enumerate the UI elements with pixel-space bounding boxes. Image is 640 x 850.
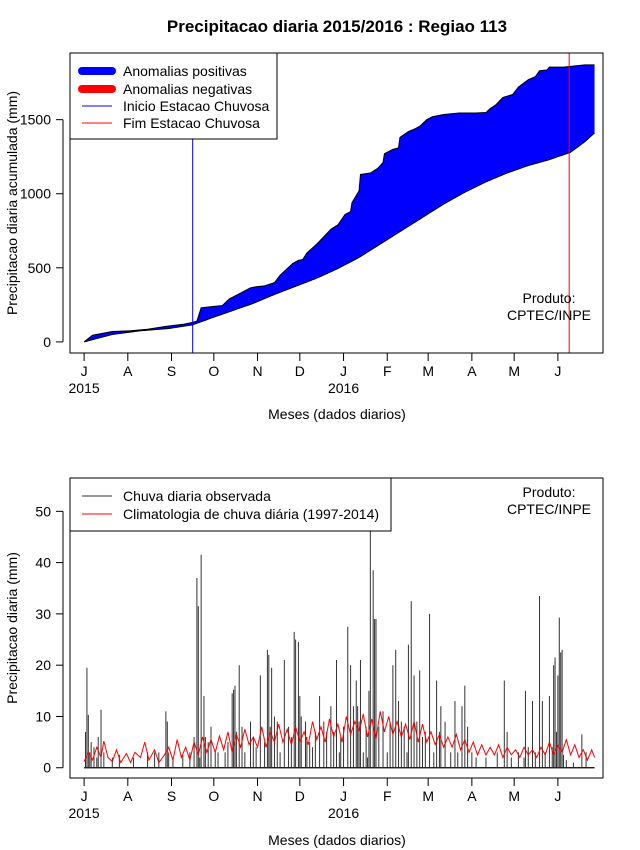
- chart2-year-label: 2016: [328, 805, 359, 821]
- chart1-y-tick-label: 0: [43, 334, 51, 350]
- chart2-x-tick-label: A: [467, 788, 477, 804]
- chart1-x-tick-label: S: [167, 363, 176, 379]
- chart1-y-axis: 0 500 1000 1500: [20, 112, 64, 350]
- chart2-y-tick-label: 50: [35, 503, 51, 519]
- chart2-x-tick-label: J: [81, 788, 88, 804]
- chart2-y-tick-label: 30: [35, 606, 51, 622]
- chart1-x-tick-label: J: [81, 363, 88, 379]
- chart2-y-tick-label: 10: [35, 708, 51, 724]
- positive-anomaly-area: [84, 64, 595, 342]
- chart1-x-tick-label: M: [508, 363, 520, 379]
- observed-accumulated-line: [83, 64, 595, 343]
- chart2-y-axis: 0 10 20 30 40 50: [35, 503, 64, 776]
- chart2-x-tick-label: N: [252, 788, 262, 804]
- chart1-y-tick-label: 1500: [20, 112, 51, 128]
- legend-label-season-start: Inicio Estacao Chuvosa: [123, 98, 270, 114]
- chart2-credit-cptec: CPTEC/INPE: [507, 501, 591, 517]
- legend-label-positive-anomaly: Anomalias positivas: [123, 63, 247, 79]
- chart1-x-tick-label: J: [554, 363, 561, 379]
- chart1-credit-produto: Produto:: [523, 290, 576, 306]
- chart2-x-tick-label: J: [340, 788, 347, 804]
- legend-label-season-end: Fim Estacao Chuvosa: [123, 115, 260, 131]
- climatology-daily-line: [83, 711, 596, 764]
- chart2-year-label: 2015: [69, 805, 100, 821]
- chart2-credit-produto: Produto:: [523, 484, 576, 500]
- climatology-accumulated-line: [83, 132, 595, 343]
- chart1-x-tick-label: A: [123, 363, 133, 379]
- chart1-x-tick-label: J: [340, 363, 347, 379]
- chart1-x-tick-label: D: [295, 363, 305, 379]
- chart1-x-tick-label: O: [208, 363, 219, 379]
- chart2-x-tick-label: J: [554, 788, 561, 804]
- legend-label-observed-rain: Chuva diaria observada: [123, 488, 271, 504]
- chart1-x-axis-title: Meses (dados diarios): [268, 406, 406, 422]
- chart2-x-axis-title: Meses (dados diarios): [268, 832, 406, 848]
- chart2-x-tick-label: O: [208, 788, 219, 804]
- chart1-x-tick-label: N: [252, 363, 262, 379]
- chart1-legend: Anomalias positivas Anomalias negativas …: [69, 52, 278, 140]
- chart2-legend-box: [69, 477, 392, 532]
- chart1-y-tick-label: 500: [28, 260, 52, 276]
- chart2-y-axis-title: Precipitacao diaria (mm): [4, 552, 20, 704]
- chart2-x-tick-label: M: [422, 788, 434, 804]
- chart1-year-label: 2015: [69, 380, 100, 396]
- chart1-credit-cptec: CPTEC/INPE: [507, 307, 591, 323]
- chart1-x-tick-label: M: [422, 363, 434, 379]
- chart1-y-tick-label: 1000: [20, 186, 51, 202]
- chart1-x-tick-label: A: [467, 363, 477, 379]
- chart2-x-tick-label: A: [123, 788, 133, 804]
- chart2-x-tick-label: S: [167, 788, 176, 804]
- chart1-y-axis-title: Precipitacao diaria acumulada (mm): [4, 91, 20, 315]
- legend-label-negative-anomaly: Anomalias negativas: [123, 81, 252, 97]
- chart2-y-tick-label: 40: [35, 555, 51, 571]
- chart2-x-tick-label: D: [295, 788, 305, 804]
- chart2-legend: Chuva diaria observada Climatologia de c…: [69, 477, 392, 532]
- legend-label-climatology: Climatologia de chuva diária (1997-2014): [123, 506, 379, 522]
- chart2-y-tick-label: 0: [43, 760, 51, 776]
- chart1-x-tick-label: F: [383, 363, 392, 379]
- chart2-x-tick-label: M: [508, 788, 520, 804]
- chart1-title: Precipitacao diaria 2015/2016 : Regiao 1…: [167, 17, 507, 36]
- chart1-year-label: 2016: [328, 380, 359, 396]
- chart2-y-tick-label: 20: [35, 657, 51, 673]
- chart2-x-tick-label: F: [383, 788, 392, 804]
- chart2-data-layer: [83, 526, 596, 769]
